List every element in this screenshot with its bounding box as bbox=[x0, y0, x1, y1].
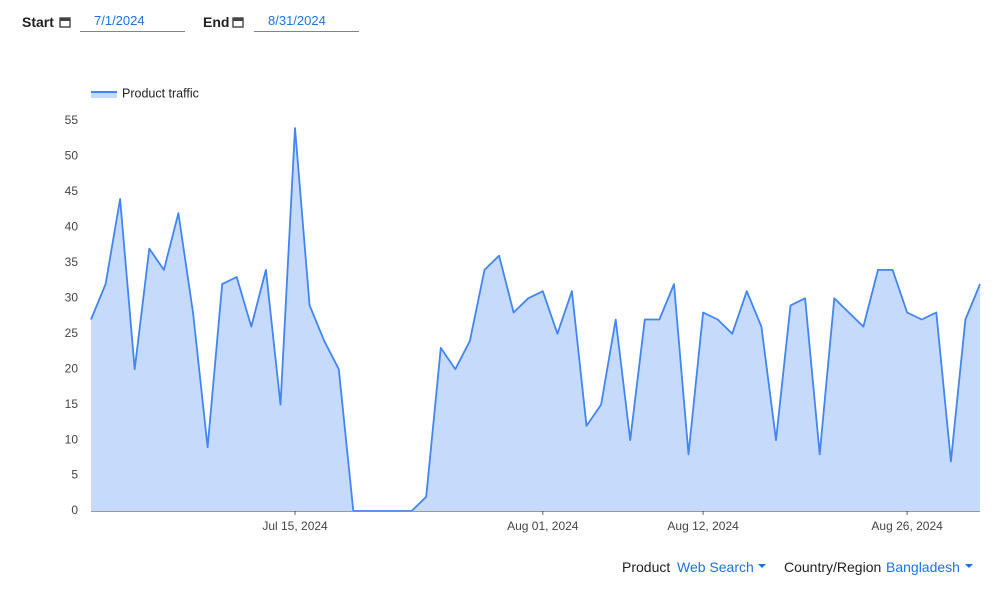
y-tick-label: 15 bbox=[65, 397, 79, 411]
area-fill bbox=[91, 128, 980, 511]
y-tick-label: 35 bbox=[65, 255, 79, 269]
calendar-icon[interactable] bbox=[232, 16, 244, 28]
line bbox=[90, 127, 981, 512]
start-label: Start bbox=[22, 14, 54, 30]
y-tick-label: 50 bbox=[65, 149, 79, 163]
x-tick-label: Aug 01, 2024 bbox=[507, 519, 579, 533]
dropdown-arrow[interactable] bbox=[757, 562, 767, 570]
x-tick-label: Jul 15, 2024 bbox=[262, 519, 328, 533]
end-label: End bbox=[203, 14, 230, 30]
y-tick-label: 10 bbox=[65, 432, 79, 446]
dropdown-arrow[interactable] bbox=[964, 562, 974, 570]
y-tick-label: 30 bbox=[65, 290, 79, 304]
start-date-input[interactable]: 7/1/2024 bbox=[80, 12, 185, 32]
region-dropdown[interactable]: Bangladesh bbox=[886, 559, 960, 575]
y-tick-label: 55 bbox=[65, 113, 79, 127]
calendar-icon[interactable] bbox=[59, 16, 71, 28]
y-tick-label: 40 bbox=[65, 220, 79, 234]
x-tick-label: Aug 12, 2024 bbox=[667, 519, 739, 533]
legend-label: Product traffic bbox=[122, 86, 199, 100]
y-tick-label: 25 bbox=[65, 326, 79, 340]
y-tick-label: 20 bbox=[65, 361, 79, 375]
legend-swatch bbox=[91, 92, 117, 98]
product-dropdown[interactable]: Web Search bbox=[677, 559, 754, 575]
product-label: Product bbox=[622, 559, 671, 575]
end-date-input[interactable]: 8/31/2024 bbox=[254, 12, 359, 32]
chart: 0 5 10 15 20 25 30 35 40 45 50 55 Jul 15, 2024 Aug 01… bbox=[65, 86, 981, 533]
y-tick-label: 5 bbox=[71, 468, 78, 482]
x-tick-label: Aug 26, 2024 bbox=[871, 519, 943, 533]
y-tick-label: 0 bbox=[71, 503, 78, 517]
y-tick-label: 45 bbox=[65, 184, 79, 198]
region-label: Country/Region bbox=[784, 559, 882, 575]
